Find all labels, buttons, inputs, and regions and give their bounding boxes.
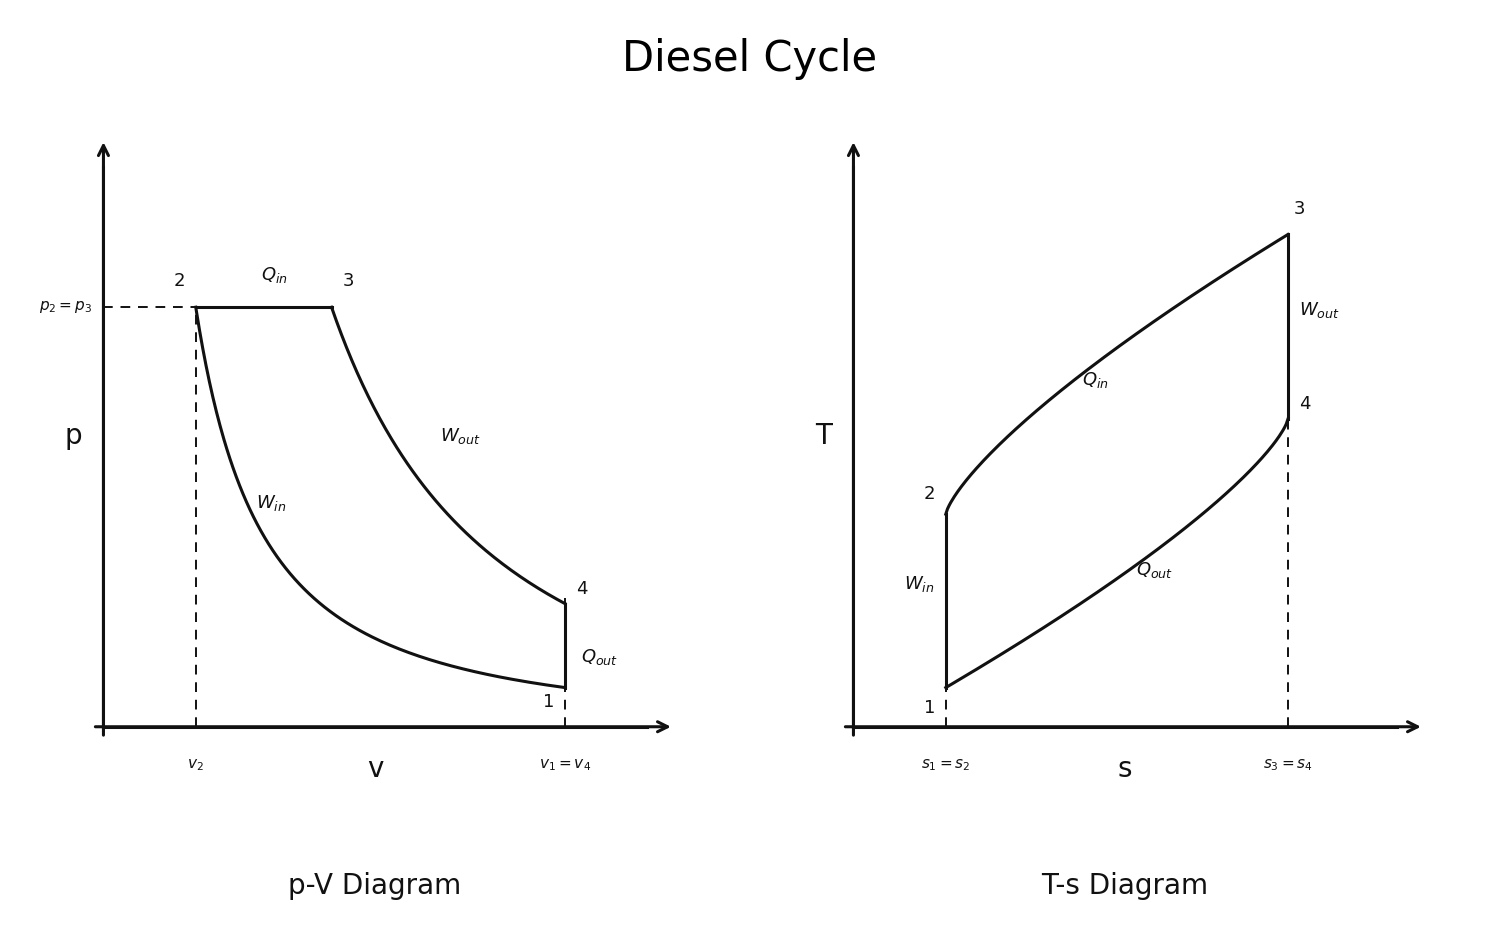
Text: $W_{in}$: $W_{in}$ [255, 493, 286, 513]
Text: $Q_{in}$: $Q_{in}$ [1082, 370, 1108, 389]
Text: shutterstock: shutterstock [30, 891, 208, 915]
Text: 3: 3 [342, 273, 354, 290]
Text: s: s [1118, 754, 1132, 783]
Text: $Q_{in}$: $Q_{in}$ [261, 265, 288, 285]
Text: $W_{out}$: $W_{out}$ [1299, 300, 1340, 320]
Text: 1: 1 [924, 699, 934, 717]
Text: $s_1 = s_2$: $s_1 = s_2$ [921, 757, 970, 773]
Text: 3: 3 [1293, 200, 1305, 218]
Text: 2: 2 [174, 273, 184, 290]
Text: p-V Diagram: p-V Diagram [288, 871, 462, 900]
Text: $v_2$: $v_2$ [188, 757, 204, 773]
Text: v: v [368, 754, 382, 783]
Text: $W_{out}$: $W_{out}$ [440, 426, 482, 446]
Text: T-s Diagram: T-s Diagram [1041, 871, 1209, 900]
Text: $Q_{out}$: $Q_{out}$ [1136, 560, 1173, 580]
Text: $p_2 = p_3$: $p_2 = p_3$ [39, 299, 93, 315]
Text: 2: 2 [924, 485, 934, 503]
Text: $s_3 = s_4$: $s_3 = s_4$ [1263, 757, 1312, 773]
Text: 1: 1 [543, 693, 554, 711]
Text: p: p [64, 422, 82, 450]
Text: $Q_{out}$: $Q_{out}$ [582, 647, 618, 667]
Text: 4: 4 [576, 580, 588, 598]
Text: $v_1 = v_4$: $v_1 = v_4$ [538, 757, 591, 773]
Text: 4: 4 [1299, 395, 1311, 413]
Text: T: T [815, 422, 833, 450]
Text: $W_{in}$: $W_{in}$ [904, 574, 934, 594]
Text: Diesel Cycle: Diesel Cycle [622, 38, 878, 80]
